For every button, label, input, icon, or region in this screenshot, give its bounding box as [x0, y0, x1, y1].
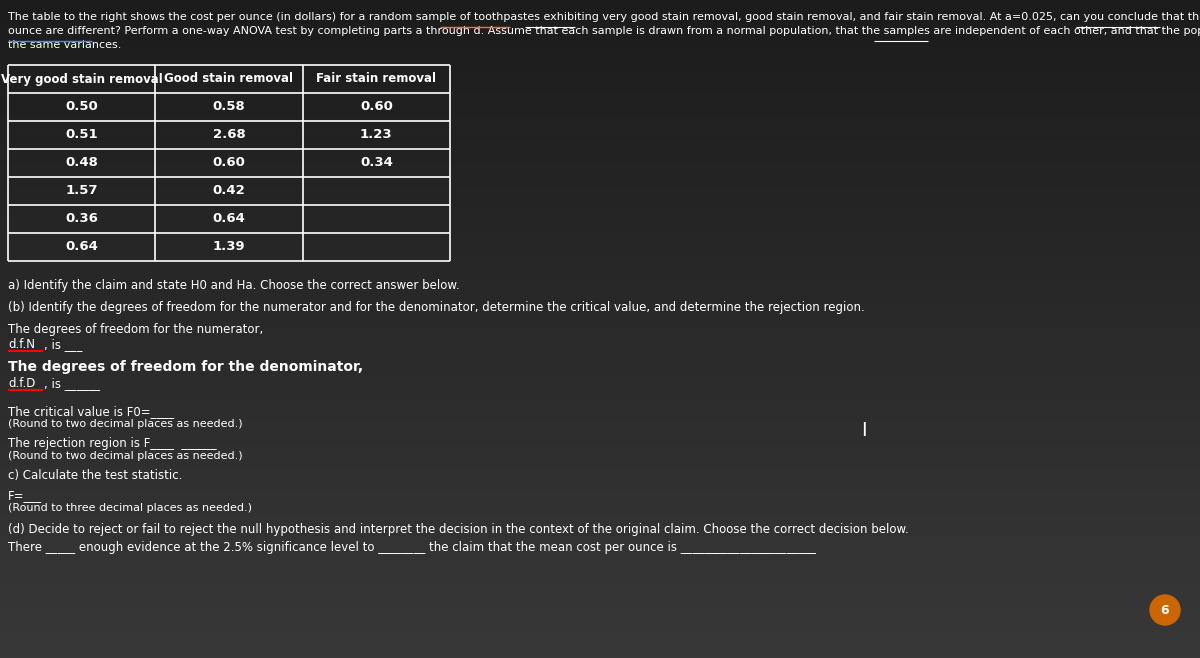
Text: 0.48: 0.48 [65, 157, 98, 170]
Text: I: I [862, 420, 866, 440]
Text: The degrees of freedom for the numerator,: The degrees of freedom for the numerator… [8, 323, 263, 336]
Text: There _____ enough evidence at the 2.5% significance level to ________ the claim: There _____ enough evidence at the 2.5% … [8, 541, 816, 554]
Text: (Round to two decimal places as needed.): (Round to two decimal places as needed.) [8, 419, 242, 429]
Text: c) Calculate the test statistic.: c) Calculate the test statistic. [8, 469, 182, 482]
Text: 0.36: 0.36 [65, 213, 98, 226]
Text: 0.58: 0.58 [212, 101, 245, 113]
Circle shape [1150, 595, 1180, 625]
Text: 1.23: 1.23 [360, 128, 392, 141]
Text: Good stain removal: Good stain removal [164, 72, 294, 86]
Text: (b) Identify the degrees of freedom for the numerator and for the denominator, d: (b) Identify the degrees of freedom for … [8, 301, 865, 314]
Text: 0.60: 0.60 [360, 101, 392, 113]
Text: a) Identify the claim and state H0 and Ha. Choose the correct answer below.: a) Identify the claim and state H0 and H… [8, 279, 460, 292]
Text: 1.57: 1.57 [66, 184, 98, 197]
Text: The critical value is F0=____: The critical value is F0=____ [8, 405, 174, 418]
Text: Fair stain removal: Fair stain removal [317, 72, 437, 86]
Text: 1.39: 1.39 [212, 241, 245, 253]
Text: 0.64: 0.64 [212, 213, 246, 226]
Text: 6: 6 [1160, 603, 1169, 617]
Text: 2.68: 2.68 [212, 128, 245, 141]
Text: the same variances.: the same variances. [8, 40, 121, 50]
Text: (Round to three decimal places as needed.): (Round to three decimal places as needed… [8, 503, 252, 513]
Text: 0.64: 0.64 [65, 241, 98, 253]
Text: 0.42: 0.42 [212, 184, 245, 197]
Text: Very good stain removal: Very good stain removal [1, 72, 162, 86]
Text: , is ______: , is ______ [44, 377, 100, 390]
Text: The degrees of freedom for the denominator,: The degrees of freedom for the denominat… [8, 360, 364, 374]
Text: (Round to two decimal places as needed.): (Round to two decimal places as needed.) [8, 451, 242, 461]
Text: The table to the right shows the cost per ounce (in dollars) for a random sample: The table to the right shows the cost pe… [8, 12, 1200, 22]
Text: ounce are different? Perform a one-way ANOVA test by completing parts a through : ounce are different? Perform a one-way A… [8, 26, 1200, 36]
Text: , is ___: , is ___ [44, 338, 83, 351]
Text: F=___: F=___ [8, 489, 42, 502]
Text: 0.50: 0.50 [65, 101, 98, 113]
Text: (d) Decide to reject or fail to reject the null hypothesis and interpret the dec: (d) Decide to reject or fail to reject t… [8, 523, 908, 536]
Text: 0.51: 0.51 [65, 128, 98, 141]
Text: d.f.N: d.f.N [8, 338, 35, 351]
Text: 0.60: 0.60 [212, 157, 246, 170]
Text: d.f.D: d.f.D [8, 377, 35, 390]
Text: The rejection region is F____  ______: The rejection region is F____ ______ [8, 437, 217, 450]
Text: 0.34: 0.34 [360, 157, 392, 170]
